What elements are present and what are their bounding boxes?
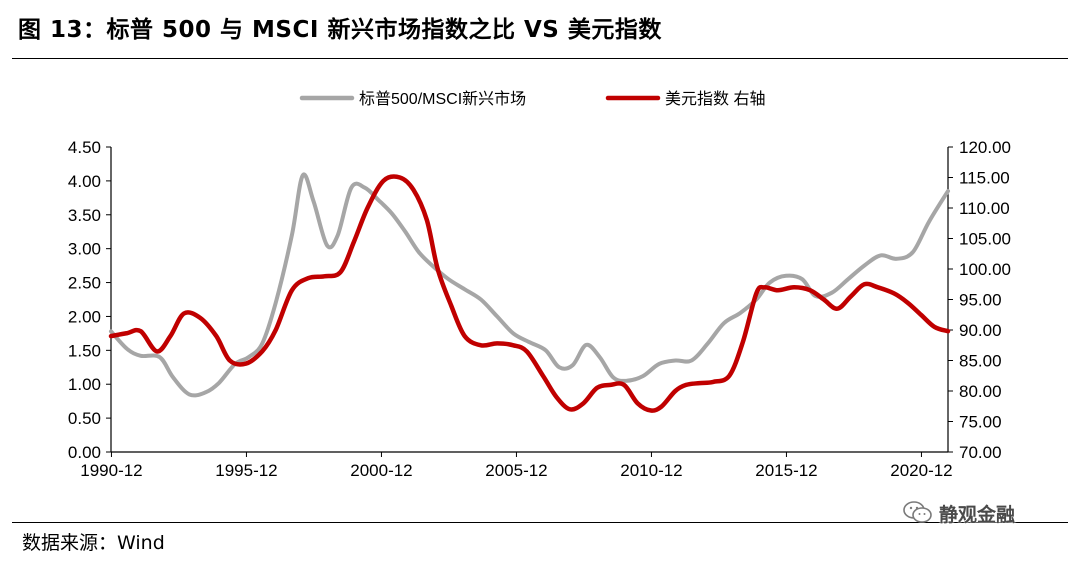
x-tick-label: 2010-12: [620, 461, 682, 480]
x-tick-label: 2005-12: [485, 461, 547, 480]
left-y-tick-label: 0.50: [68, 409, 101, 428]
series-line-ratio: [109, 172, 950, 398]
x-tick-label: 2000-12: [350, 461, 412, 480]
chart-series: [108, 172, 951, 413]
right-y-tick-label: 110.00: [959, 199, 1010, 218]
right-y-tick-label: 105.00: [959, 230, 1011, 249]
left-y-tick-label: 1.00: [68, 375, 101, 394]
legend-label-dollar-index: 美元指数 右轴: [665, 90, 765, 108]
right-y-tick-label: 85.00: [959, 352, 1002, 371]
x-tick-label: 2015-12: [755, 461, 817, 480]
right-y-tick-label: 95.00: [959, 291, 1002, 310]
legend-label-ratio: 标普500/MSCI新兴市场: [359, 90, 526, 108]
right-y-tick-label: 80.00: [959, 382, 1002, 401]
title-divider: [12, 58, 1068, 59]
figure-title: 图 13：标普 500 与 MSCI 新兴市场指数之比 VS 美元指数: [18, 17, 662, 43]
right-y-tick-label: 115.00: [959, 169, 1010, 188]
series-line-dollar-index: [108, 174, 951, 413]
left-y-tick-label: 1.50: [68, 341, 101, 360]
x-tick-label: 1990-12: [80, 461, 142, 480]
right-y-tick-label: 75.00: [959, 413, 1002, 432]
data-source-note: 数据来源：Wind: [22, 532, 165, 554]
x-tick-label: 2020-12: [890, 461, 952, 480]
watermark: 静观金融: [903, 498, 1053, 528]
chart-legend: 标普500/MSCI新兴市场 美元指数 右轴: [299, 90, 765, 108]
left-y-tick-label: 3.00: [68, 240, 101, 259]
chart-axes: 0.00 0.50 1.00 1.50 2.00 2.50 3.00 3.50 4.00 4.50…: [68, 138, 1011, 480]
left-y-tick-label: 0.00: [68, 443, 101, 462]
wechat-icon: [903, 501, 932, 523]
right-y-tick-label: 90.00: [959, 321, 1002, 340]
left-y-tick-label: 4.50: [68, 138, 101, 157]
left-y-tick-label: 3.50: [68, 206, 101, 225]
left-y-tick-label: 2.50: [68, 274, 101, 293]
line-chart: 标普500/MSCI新兴市场 美元指数 右轴 0.00 0.50 1.00 1.50 2…: [68, 90, 1011, 480]
right-y-tick-label: 70.00: [959, 443, 1002, 462]
x-tick-label: 1995-12: [215, 461, 277, 480]
right-y-tick-label: 120.00: [959, 138, 1011, 157]
watermark-text: 静观金融: [939, 503, 1016, 526]
left-y-tick-label: 2.00: [68, 307, 101, 326]
footer-divider: [12, 522, 1068, 523]
right-y-tick-label: 100.00: [959, 260, 1011, 279]
left-y-tick-label: 4.00: [68, 172, 101, 191]
